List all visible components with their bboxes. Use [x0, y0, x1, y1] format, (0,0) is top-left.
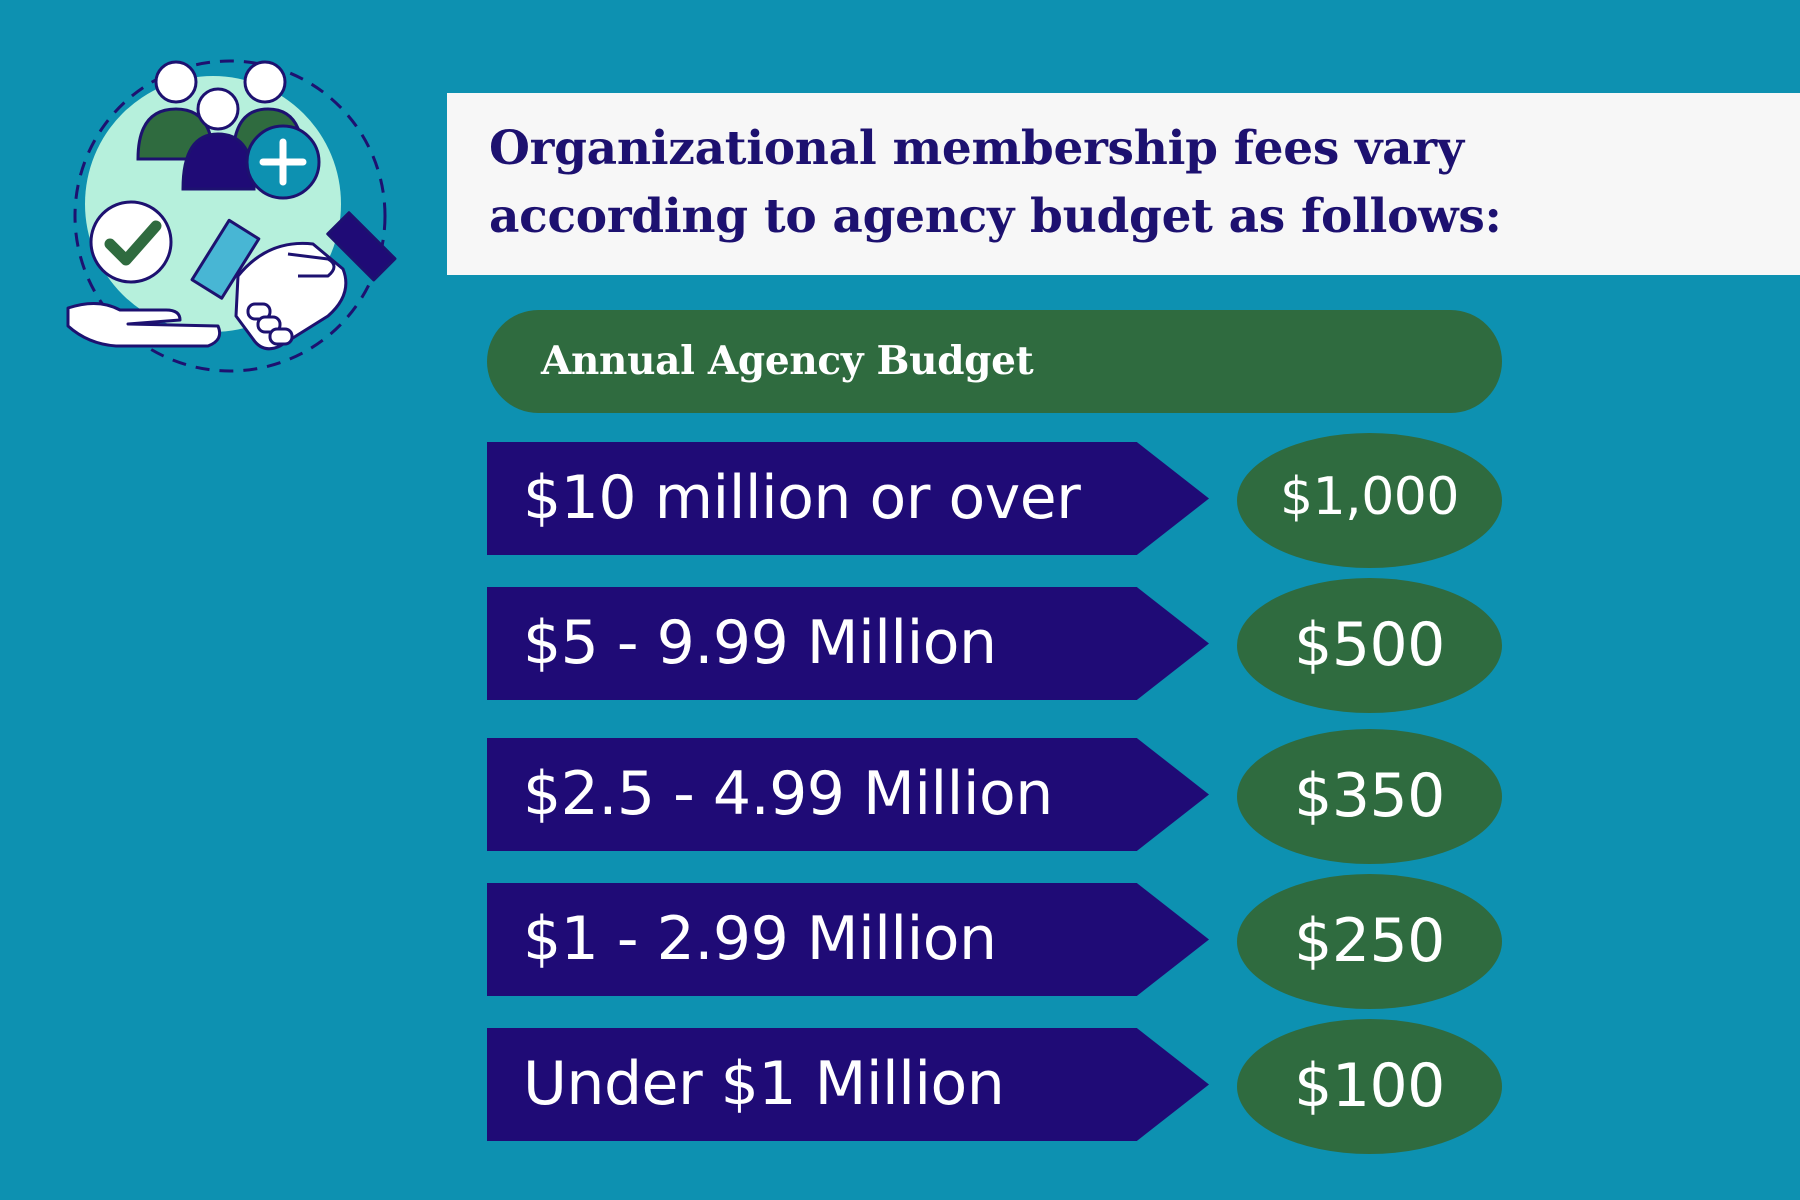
- headline-banner: Organizational membership fees vary acco…: [447, 93, 1800, 275]
- budget-range-arrow: $2.5 - 4.99 Million: [487, 738, 1209, 851]
- budget-range-arrow: $10 million or over: [487, 442, 1209, 555]
- budget-range-arrow: Under $1 Million: [487, 1028, 1209, 1141]
- budget-range-label: $1 - 2.99 Million: [523, 904, 997, 974]
- budget-range-label: $2.5 - 4.99 Million: [523, 759, 1053, 829]
- fee-value: $100: [1294, 1051, 1445, 1121]
- fee-pill: $250: [1237, 874, 1502, 1009]
- fee-value: $1,000: [1280, 467, 1459, 527]
- headline-text: Organizational membership fees vary acco…: [489, 115, 1780, 251]
- budget-header-pill: Annual Agency Budget: [487, 310, 1502, 413]
- tier-row: $10 million or over $1,000: [0, 433, 1800, 568]
- fee-pill: $100: [1237, 1019, 1502, 1154]
- tier-row: $2.5 - 4.99 Million $350: [0, 729, 1800, 864]
- tier-row: $5 - 9.99 Million $500: [0, 578, 1800, 713]
- budget-range-arrow: $5 - 9.99 Million: [487, 587, 1209, 700]
- headline-line-1: Organizational membership fees vary: [489, 121, 1464, 176]
- membership-handshake-icon: [58, 54, 408, 384]
- fee-pill: $350: [1237, 729, 1502, 864]
- tier-row: Under $1 Million $100: [0, 1019, 1800, 1154]
- tier-row: $1 - 2.99 Million $250: [0, 874, 1800, 1009]
- budget-range-label: $5 - 9.99 Million: [523, 608, 997, 678]
- headline-line-2: according to agency budget as follows:: [489, 189, 1502, 244]
- fee-value: $250: [1294, 906, 1445, 976]
- budget-range-label: Under $1 Million: [523, 1049, 1005, 1119]
- budget-range-label: $10 million or over: [523, 463, 1081, 533]
- fee-pill: $1,000: [1237, 433, 1502, 568]
- fee-value: $350: [1294, 761, 1445, 831]
- fee-value: $500: [1294, 610, 1445, 680]
- fee-pill: $500: [1237, 578, 1502, 713]
- budget-header-label: Annual Agency Budget: [541, 338, 1034, 384]
- budget-range-arrow: $1 - 2.99 Million: [487, 883, 1209, 996]
